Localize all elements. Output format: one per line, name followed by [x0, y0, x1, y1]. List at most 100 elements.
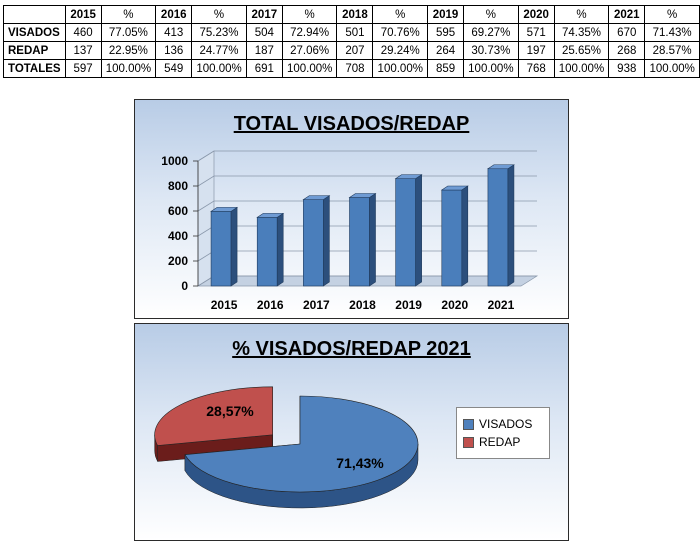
- legend-item-visados: VISADOS: [463, 417, 532, 431]
- table-header-cell: 2020: [517, 5, 555, 24]
- table-header-cell: 2015: [64, 5, 102, 24]
- table-header-cell: %: [281, 5, 338, 24]
- table-cell: 24.77%: [191, 41, 247, 60]
- table-cell: 136: [155, 41, 193, 60]
- table-row-label: VISADOS: [3, 23, 66, 42]
- bar-xtick-label: 2020: [441, 298, 468, 312]
- table-cell: 137: [64, 41, 102, 60]
- bar: [302, 195, 331, 287]
- table-cell: 77.05%: [100, 23, 157, 42]
- legend-item-redap: REDAP: [463, 435, 520, 449]
- table-row: REDAP 137 22.95% 136 24.77% 187 27.06% 207 29.24…: [3, 41, 700, 60]
- bar: [394, 174, 423, 287]
- table-cell: 504: [245, 23, 283, 42]
- table-cell: 100.00%: [100, 59, 157, 78]
- table-cell: 670: [608, 23, 646, 42]
- legend-label-visados: VISADOS: [479, 417, 533, 431]
- table-cell: 708: [336, 59, 374, 78]
- table-header-cell: 2016: [155, 5, 193, 24]
- table-cell: 29.24%: [372, 41, 429, 60]
- table-header-cell: %: [553, 5, 610, 24]
- table-cell: 549: [155, 59, 193, 78]
- bar-xtick-label: 2017: [303, 298, 330, 312]
- table-cell: 268: [608, 41, 646, 60]
- bar-ytick-label: 1000: [161, 154, 188, 168]
- table-cell: 938: [608, 59, 646, 78]
- bar: [486, 164, 515, 287]
- bar-xtick-label: 2018: [349, 298, 376, 312]
- table-header-cell: 2021: [608, 5, 646, 24]
- bar: [210, 206, 239, 287]
- table-cell: 460: [64, 23, 102, 42]
- pie-chart-title: % VISADOS/REDAP 2021: [232, 338, 471, 360]
- table-header-cell: 2019: [427, 5, 465, 24]
- table-cell: 70.76%: [372, 23, 429, 42]
- table-cell: 100.00%: [372, 59, 429, 78]
- pie-chart-plot: 71,43% 28,57%: [154, 386, 419, 509]
- table-header-cell: %: [100, 5, 157, 24]
- table-header-cell: 2017: [245, 5, 283, 24]
- table-cell: 691: [245, 59, 283, 78]
- table-cell: 69.27%: [463, 23, 519, 42]
- table-cell: 30.73%: [463, 41, 519, 60]
- table-cell: 501: [336, 23, 374, 42]
- table-header-cell: %: [463, 5, 519, 24]
- pie-slice-redap: [154, 386, 273, 446]
- table-cell: 100.00%: [281, 59, 338, 78]
- table-cell: 75.23%: [191, 23, 247, 42]
- table-cell: 768: [517, 59, 555, 78]
- pie-slice-visados: [184, 395, 419, 493]
- table-cell: 22.95%: [100, 41, 157, 60]
- bar-ytick-label: 600: [168, 204, 188, 218]
- table-row-label: TOTALES: [3, 59, 66, 78]
- table-cell: 264: [427, 41, 465, 60]
- bar-chart-panel: TOTAL VISADOS/REDAP 0 200 400 600 800 1000 201…: [134, 99, 569, 319]
- bar-xtick-label: 2015: [211, 298, 238, 312]
- table-header-cell: %: [372, 5, 429, 24]
- table-cell: 25.65%: [553, 41, 610, 60]
- table-cell: 72.94%: [281, 23, 338, 42]
- bar-ytick-label: 200: [168, 254, 188, 268]
- bar-xtick-label: 2021: [488, 298, 515, 312]
- bar: [348, 192, 377, 287]
- table-cell: 571: [517, 23, 555, 42]
- bar-ytick-label: 0: [181, 279, 188, 293]
- table-cell: 197: [517, 41, 555, 60]
- table-header-cell: 2018: [336, 5, 374, 24]
- table-cell: 859: [427, 59, 465, 78]
- table-row: VISADOS 460 77.05% 413 75.23% 504 72.94% 501 70.…: [3, 23, 700, 42]
- legend-swatch-redap: [463, 437, 474, 449]
- bar-chart-plot: 0 200 400 600 800 1000 2015 2016 2017 2018 2019 202…: [161, 150, 539, 312]
- table-cell: 27.06%: [281, 41, 338, 60]
- table-row: TOTALES 597 100.00% 549 100.00% 691 100.00% 708…: [3, 59, 700, 78]
- bar-xtick-label: 2016: [257, 298, 284, 312]
- table-header-cell: %: [191, 5, 247, 24]
- pie-data-label-visados: 71,43%: [336, 455, 384, 471]
- bar-gridline: [197, 200, 537, 212]
- table-cell: 100.00%: [191, 59, 247, 78]
- table-header-cell: %: [644, 5, 700, 24]
- legend-swatch-visados: [463, 419, 474, 431]
- bar-chart-title: TOTAL VISADOS/REDAP: [233, 113, 470, 135]
- table-cell: 597: [64, 59, 102, 78]
- legend-label-redap: REDAP: [479, 435, 521, 449]
- table-cell: 413: [155, 23, 193, 42]
- bar: [256, 212, 285, 287]
- table-row-label: REDAP: [3, 41, 66, 60]
- bar-gridline: [197, 175, 537, 187]
- table-header-row: 2015% 2016% 2017% 2018% 2019% 2020% 2021%: [3, 5, 700, 24]
- bar-xtick-label: 2019: [395, 298, 422, 312]
- table-cell: 207: [336, 41, 374, 60]
- pie-data-label-redap: 28,57%: [206, 403, 254, 419]
- table-cell: 595: [427, 23, 465, 42]
- bar: [440, 185, 469, 287]
- pie-legend: VISADOS REDAP: [456, 407, 550, 459]
- bar-ytick-label: 400: [168, 229, 188, 243]
- table-corner-cell: [3, 5, 66, 24]
- table-cell: 187: [245, 41, 283, 60]
- data-table: 2015% 2016% 2017% 2018% 2019% 2020% 2021% VISAD…: [3, 5, 700, 78]
- table-cell: 100.00%: [553, 59, 610, 78]
- table-cell: 28.57%: [644, 41, 700, 60]
- bar-ytick-label: 800: [168, 179, 188, 193]
- pie-chart-panel: % VISADOS/REDAP 2021 71,43% 28,57% VISADO…: [134, 323, 569, 541]
